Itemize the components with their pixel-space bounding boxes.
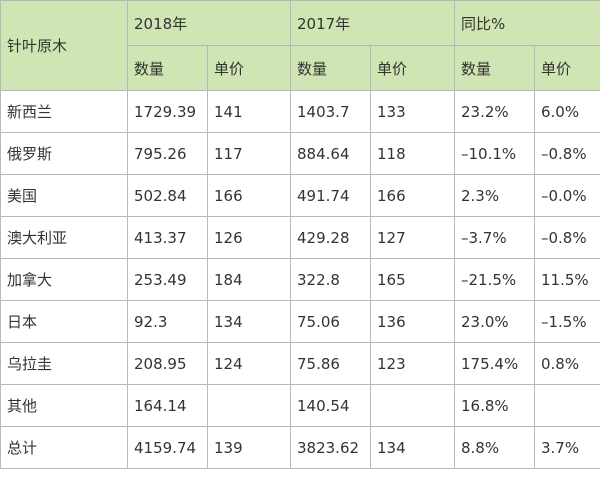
table-cell: 175.4% xyxy=(454,342,535,385)
table-cell: 429.28 xyxy=(290,216,371,259)
table-cell: 139 xyxy=(207,426,291,469)
table-body: 新西兰 1729.39 141 1403.7 133 23.2% 6.0% 俄罗斯 795.26… xyxy=(0,90,600,469)
table-cell: –0.0% xyxy=(533,174,600,217)
table-cell xyxy=(207,384,291,427)
table-cell: –21.5% xyxy=(454,258,535,301)
table-row: 加拿大 253.49 184 322.8 165 –21.5% 11.5% xyxy=(0,258,600,301)
table-cell: –10.1% xyxy=(454,132,535,175)
header-row-metrics: 数量 单价 数量 单价 数量 单价 xyxy=(1,45,600,91)
table-cell: 140.54 xyxy=(290,384,371,427)
table-row: 澳大利亚 413.37 126 429.28 127 –3.7% –0.8% xyxy=(0,216,600,259)
table-cell: 136 xyxy=(370,300,455,343)
table-cell: 75.06 xyxy=(290,300,371,343)
table-cell: 1403.7 xyxy=(290,90,371,133)
table-cell: 184 xyxy=(207,258,291,301)
table-cell: 75.86 xyxy=(290,342,371,385)
table-cell: –3.7% xyxy=(454,216,535,259)
table-cell: 11.5% xyxy=(533,258,600,301)
table-cell: 502.84 xyxy=(127,174,208,217)
row-label: 新西兰 xyxy=(0,90,128,133)
table-row: 日本 92.3 134 75.06 136 23.0% –1.5% xyxy=(0,300,600,343)
table-cell: –1.5% xyxy=(533,300,600,343)
table-row: 其他 164.14 140.54 16.8% xyxy=(0,384,600,427)
table-row: 新西兰 1729.39 141 1403.7 133 23.2% 6.0% xyxy=(0,90,600,133)
table-cell: 127 xyxy=(370,216,455,259)
table-cell: 413.37 xyxy=(127,216,208,259)
row-label: 美国 xyxy=(0,174,128,217)
table-cell: 133 xyxy=(370,90,455,133)
corner-header: 针叶原木 xyxy=(0,0,128,91)
table-cell: 4159.74 xyxy=(127,426,208,469)
row-label: 总计 xyxy=(0,426,128,469)
row-label: 澳大利亚 xyxy=(0,216,128,259)
table-cell: 166 xyxy=(370,174,455,217)
table-cell: 208.95 xyxy=(127,342,208,385)
table-cell: 123 xyxy=(370,342,455,385)
table-cell: 117 xyxy=(207,132,291,175)
table-cell: 795.26 xyxy=(127,132,208,175)
row-label: 日本 xyxy=(0,300,128,343)
row-label: 乌拉圭 xyxy=(0,342,128,385)
table-cell: –0.8% xyxy=(533,216,600,259)
sub-header: 单价 xyxy=(207,45,291,91)
table-cell: 141 xyxy=(207,90,291,133)
year-header-yoy: 同比% xyxy=(453,0,600,46)
table-row: 美国 502.84 166 491.74 166 2.3% –0.0% xyxy=(0,174,600,217)
log-import-table: 针叶原木 2018年 2017年 同比% 数量 单价 数量 单价 数量 单价 新… xyxy=(0,0,600,469)
table-cell: 134 xyxy=(370,426,455,469)
table-row: 总计 4159.74 139 3823.62 134 8.8% 3.7% xyxy=(0,426,600,469)
table-cell: 118 xyxy=(370,132,455,175)
table-cell: 322.8 xyxy=(290,258,371,301)
table-cell: 3.7% xyxy=(533,426,600,469)
table-row: 乌拉圭 208.95 124 75.86 123 175.4% 0.8% xyxy=(0,342,600,385)
table-cell: 92.3 xyxy=(127,300,208,343)
table-cell: 884.64 xyxy=(290,132,371,175)
table-cell: 1729.39 xyxy=(127,90,208,133)
sub-header: 单价 xyxy=(370,45,455,91)
table-cell: 124 xyxy=(207,342,291,385)
table-cell: 23.2% xyxy=(454,90,535,133)
sub-header: 数量 xyxy=(127,45,208,91)
table-cell: 253.49 xyxy=(127,258,208,301)
table-row: 俄罗斯 795.26 117 884.64 118 –10.1% –0.8% xyxy=(0,132,600,175)
table-cell: 164.14 xyxy=(127,384,208,427)
table-cell: 126 xyxy=(207,216,291,259)
table-cell: 16.8% xyxy=(454,384,535,427)
sub-header: 数量 xyxy=(454,45,535,91)
table-cell: 165 xyxy=(370,258,455,301)
table-cell: –0.8% xyxy=(533,132,600,175)
table-cell: 6.0% xyxy=(533,90,600,133)
year-header-2018: 2018年 xyxy=(127,0,291,46)
row-label: 其他 xyxy=(0,384,128,427)
sub-header: 单价 xyxy=(533,45,600,91)
table-header: 针叶原木 2018年 2017年 同比% 数量 单价 数量 单价 数量 单价 xyxy=(0,0,600,91)
table-cell: 2.3% xyxy=(454,174,535,217)
table-cell: 491.74 xyxy=(290,174,371,217)
table-cell xyxy=(533,384,600,427)
header-row-years: 针叶原木 2018年 2017年 同比% xyxy=(0,0,600,91)
table-cell: 0.8% xyxy=(533,342,600,385)
table-cell: 3823.62 xyxy=(290,426,371,469)
sub-header: 数量 xyxy=(290,45,371,91)
row-label: 俄罗斯 xyxy=(0,132,128,175)
table-cell: 166 xyxy=(207,174,291,217)
table-cell: 23.0% xyxy=(454,300,535,343)
table-cell: 134 xyxy=(207,300,291,343)
row-label: 加拿大 xyxy=(0,258,128,301)
table-cell: 8.8% xyxy=(454,426,535,469)
year-header-2017: 2017年 xyxy=(290,0,455,46)
table-cell xyxy=(370,384,455,427)
